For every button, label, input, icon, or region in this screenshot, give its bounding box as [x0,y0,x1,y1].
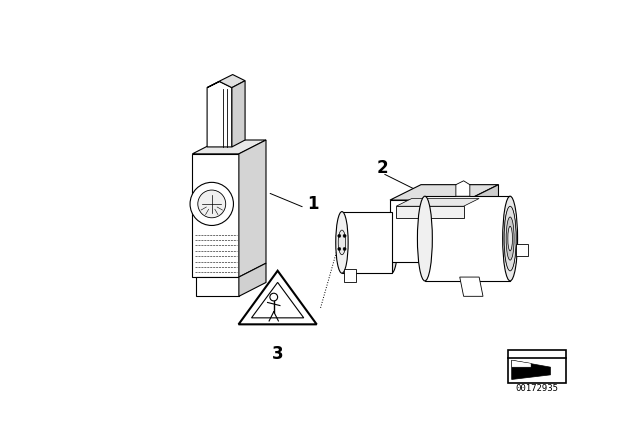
Circle shape [343,234,346,237]
Ellipse shape [504,206,516,271]
Ellipse shape [506,217,514,260]
Polygon shape [460,277,483,296]
Ellipse shape [417,196,433,281]
Circle shape [338,234,341,237]
Polygon shape [511,360,550,379]
Text: 00172935: 00172935 [515,384,558,393]
Circle shape [190,182,234,225]
Polygon shape [232,81,245,147]
Polygon shape [207,82,232,147]
Bar [508,350,566,383]
Polygon shape [396,206,463,218]
Polygon shape [193,140,266,154]
Polygon shape [239,140,266,277]
Ellipse shape [504,207,516,270]
Ellipse shape [502,196,518,281]
Circle shape [198,190,226,218]
Ellipse shape [385,211,397,273]
Polygon shape [239,271,317,324]
Text: 1: 1 [307,195,318,213]
Polygon shape [344,269,356,282]
Text: 3: 3 [272,345,284,363]
Polygon shape [425,196,510,281]
Polygon shape [390,185,499,200]
Ellipse shape [336,211,348,273]
Circle shape [338,247,341,250]
Ellipse shape [508,226,513,251]
Ellipse shape [338,230,346,255]
Text: 2: 2 [376,159,388,177]
Polygon shape [342,211,392,273]
Circle shape [270,293,278,301]
Polygon shape [252,282,304,318]
Polygon shape [239,263,266,296]
Circle shape [343,247,346,250]
Polygon shape [196,277,239,296]
Polygon shape [193,154,239,277]
Polygon shape [396,198,479,206]
Polygon shape [511,360,531,367]
Polygon shape [207,74,245,88]
Polygon shape [456,181,470,196]
Polygon shape [390,200,467,262]
Polygon shape [516,244,528,256]
Polygon shape [467,185,499,262]
